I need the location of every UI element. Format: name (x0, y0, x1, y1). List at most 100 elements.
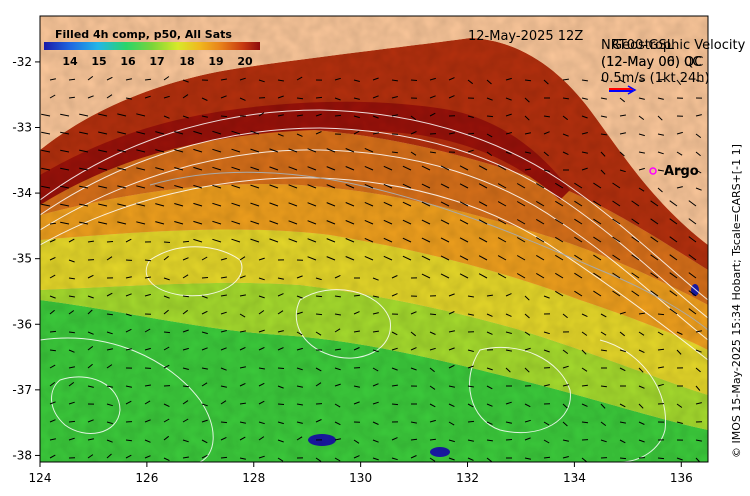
velocity-arrow (650, 272, 659, 279)
velocity-arrow (117, 203, 127, 207)
velocity-arrow (486, 151, 493, 157)
colorbar: Filled 4h comp, p50, All Sats 14 15 16 1… (44, 28, 260, 68)
velocity-arrow (524, 79, 532, 82)
velocity-arrow (239, 366, 247, 369)
velocity-arrow (364, 201, 374, 207)
velocity-arrow (315, 313, 323, 316)
velocity-arrow (497, 255, 507, 261)
velocity-arrow (117, 185, 127, 189)
date-label: 12-May-2025 12Z (468, 29, 583, 44)
velocity-arrow (402, 165, 412, 171)
velocity-arrow (239, 97, 246, 101)
velocity-arrow (448, 439, 455, 443)
velocity-arrow (87, 240, 94, 243)
velocity-arrow (688, 218, 697, 225)
velocity-arrow (486, 457, 493, 462)
velocity-arrow (410, 421, 417, 424)
velocity-arrow (250, 148, 260, 153)
altimetry-contours (40, 109, 708, 462)
velocity-arrow (136, 167, 146, 171)
velocity-arrow (163, 309, 169, 315)
velocity-arrow (182, 385, 190, 388)
velocity-arrow (410, 438, 418, 441)
velocity-arrow (79, 131, 89, 135)
velocity-arrow (631, 254, 640, 261)
velocity-arrow (258, 277, 265, 281)
velocity-arrow (410, 79, 418, 81)
velocity-arrow (372, 312, 379, 315)
velocity-arrow (220, 276, 227, 279)
velocity-arrow (117, 131, 127, 135)
velocity-arrow (695, 402, 702, 405)
velocity-arrow (429, 419, 436, 423)
velocity-arrow (125, 78, 133, 81)
velocity-arrow (239, 313, 246, 318)
velocity-arrow (296, 133, 303, 137)
velocity-arrow (125, 439, 132, 442)
velocity-arrow (555, 254, 564, 261)
velocity-arrow (638, 385, 645, 389)
velocity-arrow (239, 294, 246, 297)
velocity-arrow (258, 382, 265, 387)
velocity-arrow (220, 421, 228, 424)
velocity-arrow (478, 237, 488, 243)
velocity-arrow (277, 114, 284, 117)
velocity-arrow (258, 329, 265, 333)
velocity-arrow (581, 349, 587, 355)
velocity-arrow (391, 437, 398, 441)
velocity-arrow (543, 421, 550, 426)
velocity-arrow (144, 259, 152, 262)
velocity-arrow (486, 439, 493, 442)
colorbar-tick: 20 (237, 55, 253, 68)
velocity-arrow (486, 367, 493, 371)
velocity-arrow (372, 401, 379, 405)
velocity-arrow (87, 331, 94, 335)
velocity-arrow (657, 79, 665, 81)
velocity-arrow (524, 347, 531, 351)
velocity-arrow (98, 167, 108, 171)
colorbar-tick: 17 (149, 55, 164, 68)
velocity-arrow (163, 403, 170, 408)
velocity-arrow (353, 294, 360, 297)
velocity-arrow (688, 254, 697, 261)
velocity-arrow (49, 438, 57, 441)
velocity-arrow (269, 202, 279, 207)
velocity-arrow (288, 184, 298, 189)
velocity-arrow (669, 218, 678, 225)
velocity-arrow (612, 254, 621, 261)
velocity-arrow (448, 421, 455, 426)
velocity-arrow (562, 313, 568, 319)
velocity-arrow (516, 219, 526, 225)
velocity-arrow (201, 367, 208, 370)
velocity-arrow (631, 236, 640, 243)
velocity-arrow (440, 273, 450, 279)
velocity-arrow (239, 275, 246, 279)
velocity-arrow (106, 439, 113, 443)
velocity-arrow (429, 77, 436, 81)
velocity-arrow (505, 151, 512, 155)
velocity-arrow (239, 330, 246, 333)
velocity-arrow (231, 220, 241, 225)
velocity-arrow (98, 221, 108, 225)
velocity-arrow (372, 439, 379, 443)
velocity-arrow (391, 384, 398, 387)
velocity-arrow (182, 115, 189, 119)
velocity-arrow (593, 200, 602, 207)
velocity-arrow (695, 439, 702, 442)
velocity-arrow (277, 347, 284, 351)
velocity-arrow (220, 115, 228, 118)
x-axis: 124 126 128 130 132 134 136 (29, 462, 693, 485)
velocity-arrow (212, 202, 222, 207)
velocity-arrow (326, 166, 336, 171)
velocity-arrow (258, 310, 265, 315)
velocity-arrow (486, 331, 493, 335)
velocity-arrow (345, 220, 355, 225)
velocity-arrow (144, 419, 151, 423)
velocity-arrow (68, 238, 75, 243)
colorbar-tick: 18 (179, 55, 194, 68)
velocity-arrow (383, 165, 393, 171)
velocity-scale-label: 0.5m/s (1kt 24h) (601, 71, 710, 86)
velocity-arrow (429, 438, 436, 441)
legend-line-2: (12-May 00) 0C (601, 55, 701, 70)
velocity-arrow (364, 219, 374, 225)
